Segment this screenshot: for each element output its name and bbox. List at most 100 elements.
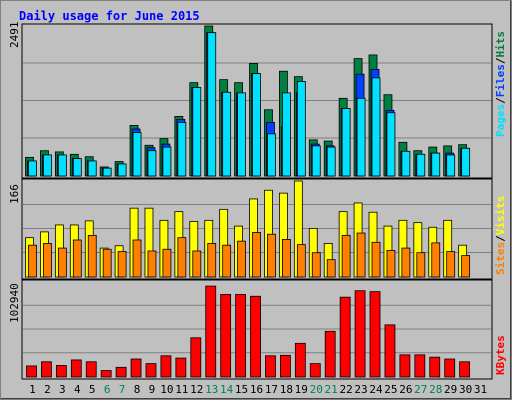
bottom-panel-max-label: 102940: [8, 283, 21, 323]
sites-bar: [296, 244, 306, 278]
sites-bar: [311, 252, 321, 278]
day-label: 10: [160, 383, 173, 396]
chart-bars: [25, 25, 471, 378]
sites-bar: [281, 239, 291, 278]
kbytes-bar: [369, 291, 381, 378]
top-panel-legend: Pages/Files/Hits: [494, 31, 507, 137]
day-label: 15: [235, 383, 248, 396]
middle-panel-legend: Sites/Visits: [494, 196, 507, 276]
sites-bar: [431, 242, 441, 278]
sites-bar: [401, 247, 411, 278]
sites-bar: [416, 252, 426, 278]
kbytes-bar: [175, 357, 187, 378]
pages-bar: [147, 150, 157, 177]
x-axis-day-labels: 1 2 3 4 5 6 7 8 9 10 11 12 13 14 15 16 17 18 19 20 21 22 23 24 2…: [29, 383, 487, 396]
legend-pages: Pages: [494, 104, 507, 137]
pages-bar: [386, 112, 396, 177]
legend-kbytes: KBytes: [494, 335, 507, 375]
pages-bar: [222, 91, 232, 177]
kbytes-bar: [235, 293, 247, 378]
sites-bar: [28, 244, 37, 278]
day-label: 19: [295, 383, 308, 396]
pages-bar: [57, 154, 67, 177]
pages-bar: [267, 133, 276, 177]
pages-bar: [207, 32, 217, 177]
day-label: 3: [59, 383, 66, 396]
kbytes-bar: [265, 355, 276, 378]
pages-bar: [341, 108, 351, 177]
day-label: 16: [250, 383, 263, 396]
sites-bar: [207, 243, 217, 278]
day-label: 12: [190, 383, 203, 396]
day-label: 1: [29, 383, 36, 396]
day-label: 27: [414, 383, 427, 396]
pages-bar: [162, 146, 172, 177]
day-label: 5: [89, 383, 96, 396]
kbytes-bar: [309, 363, 321, 378]
kbytes-bar: [205, 285, 217, 378]
pages-bar: [237, 92, 247, 177]
top-panel-max-label: 2491: [8, 22, 21, 49]
pages-bar: [431, 152, 441, 177]
day-label: 29: [444, 383, 457, 396]
sites-bar: [252, 232, 261, 278]
kbytes-bar: [115, 366, 127, 378]
sites-bar: [267, 233, 276, 278]
sites-bar: [117, 251, 127, 278]
kbytes-bar: [190, 337, 202, 378]
pages-bar: [296, 81, 306, 177]
kbytes-bar: [444, 358, 456, 378]
sites-bar: [57, 247, 67, 278]
kbytes-bar: [354, 290, 366, 378]
sites-bar: [222, 244, 232, 278]
day-label: 21: [325, 383, 338, 396]
kbytes-bar: [70, 359, 82, 378]
pages-bar: [87, 160, 97, 177]
kbytes-bar: [459, 361, 471, 378]
pages-bar: [446, 154, 456, 177]
day-label: 22: [339, 383, 352, 396]
chart-title: Daily usage for June 2015: [19, 9, 200, 23]
kbytes-bar: [429, 356, 441, 378]
sites-bar: [461, 255, 471, 278]
pages-bar: [356, 97, 366, 177]
kbytes-bar: [26, 365, 37, 378]
kbytes-bar: [85, 361, 97, 378]
pages-bar: [416, 153, 426, 177]
day-label: 24: [369, 383, 383, 396]
kbytes-bar: [279, 354, 291, 378]
kbytes-bar: [399, 354, 411, 378]
pages-bar: [132, 132, 142, 177]
day-label: 23: [354, 383, 367, 396]
sites-bar: [43, 243, 52, 278]
sites-bar: [87, 234, 97, 278]
pages-bar: [401, 150, 411, 177]
sites-bar: [132, 239, 142, 278]
sites-bar: [356, 232, 366, 278]
pages-bar: [43, 154, 52, 177]
day-label: 7: [119, 383, 126, 396]
pages-bar: [177, 122, 187, 177]
legend-separator: /: [494, 235, 507, 242]
sites-bar: [192, 250, 202, 278]
day-label: 20: [310, 383, 323, 396]
kbytes-bar: [145, 363, 157, 378]
middle-panel-max-label: 166: [8, 184, 21, 204]
pages-bar: [326, 146, 336, 177]
day-label: 25: [384, 383, 397, 396]
kbytes-bar: [294, 342, 306, 378]
day-label: 13: [205, 383, 218, 396]
bottom-panel-legend: KBytes: [494, 335, 507, 375]
day-label: 18: [280, 383, 293, 396]
kbytes-bar: [339, 296, 351, 378]
day-label: 14: [220, 383, 234, 396]
pages-bar: [311, 145, 321, 177]
day-label: 31: [474, 383, 487, 396]
sites-bar: [147, 250, 157, 278]
sites-bar: [237, 240, 247, 278]
legend-sites: Sites: [494, 242, 507, 275]
day-label: 26: [399, 383, 412, 396]
kbytes-bar: [100, 370, 112, 378]
pages-bar: [28, 160, 37, 177]
pages-bar: [371, 77, 381, 177]
